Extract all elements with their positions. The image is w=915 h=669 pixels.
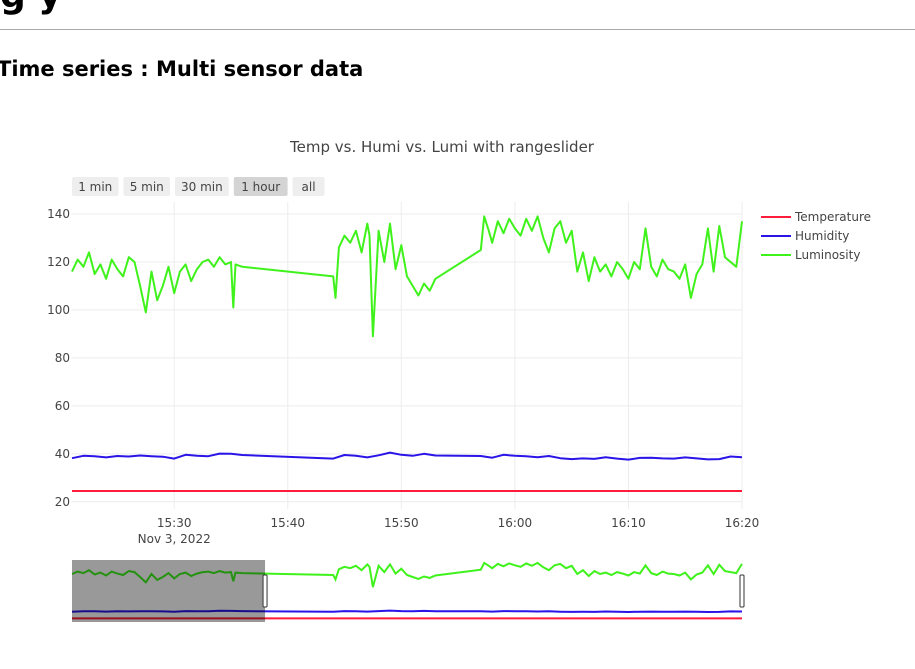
range-selector: 1 min 5 min 30 min 1 hour all (72, 177, 325, 196)
y-tick-label: 60 (55, 399, 70, 413)
y-tick-label: 80 (55, 351, 70, 365)
series-line-humidity (71, 451, 743, 461)
y-tick-label: 40 (55, 447, 70, 461)
range-slider-series-humidity (71, 609, 743, 614)
range-slider-handle-left[interactable] (262, 574, 268, 608)
series-line-luminosity (71, 215, 743, 338)
x-tick-label: 15:40 (270, 516, 305, 530)
x-tick-sublabel: Nov 3, 2022 (138, 532, 211, 546)
range-button-1-hour[interactable]: 1 hour (233, 177, 288, 196)
y-axis: 20 40 60 80 100 120 140 (47, 207, 70, 509)
legend-label: Temperature (794, 210, 871, 224)
legend-label: Humidity (795, 229, 849, 243)
x-tick-label: 16:00 (498, 516, 533, 530)
range-button-label: 1 hour (241, 180, 280, 194)
legend-label: Luminosity (795, 248, 860, 262)
range-button-1-min[interactable]: 1 min (72, 177, 119, 196)
range-button-background (123, 177, 170, 196)
x-tick-label: 15:50 (384, 516, 419, 530)
section-title: Time series : Multi sensor data (0, 57, 364, 81)
range-slider[interactable] (71, 560, 745, 622)
range-button-5-min[interactable]: 5 min (123, 177, 171, 196)
range-button-30-min[interactable]: 30 min (175, 177, 229, 196)
range-button-background (292, 177, 325, 196)
x-tick-label: 16:10 (611, 516, 646, 530)
chart-title: Temp vs. Humi vs. Lumi with rangeslider (289, 138, 595, 156)
range-button-label: 30 min (181, 180, 223, 194)
range-button-background (175, 177, 229, 196)
x-axis: 15:30 Nov 3, 2022 15:40 15:50 16:00 16:10 16:2… (138, 516, 760, 546)
heading-divider (0, 29, 915, 30)
range-button-label: all (302, 180, 316, 194)
range-button-background (72, 177, 119, 196)
range-button-background (233, 177, 288, 196)
plot-area (71, 215, 743, 492)
y-tick-label: 140 (47, 207, 70, 221)
x-tick-label: 16:20 (725, 516, 760, 530)
grid-layer (72, 202, 743, 509)
range-button-all[interactable]: all (292, 177, 325, 196)
range-slider-series-luminosity (71, 561, 743, 588)
x-tick-label: 15:30 (157, 516, 192, 530)
range-slider-handle-right[interactable] (739, 574, 745, 608)
y-tick-label: 120 (47, 255, 70, 269)
legend-item-luminosity[interactable]: Luminosity (761, 248, 860, 262)
y-tick-label: 100 (47, 303, 70, 317)
legend-item-humidity[interactable]: Humidity (761, 229, 849, 243)
page-heading-fragment: g y (0, 0, 62, 16)
range-button-label: 1 min (78, 180, 112, 194)
y-tick-label: 20 (55, 495, 70, 509)
legend-item-temperature[interactable]: Temperature (761, 210, 871, 224)
range-slider-mask (72, 560, 266, 622)
legend: Temperature Humidity Luminosity (761, 210, 871, 262)
range-button-label: 5 min (130, 180, 164, 194)
